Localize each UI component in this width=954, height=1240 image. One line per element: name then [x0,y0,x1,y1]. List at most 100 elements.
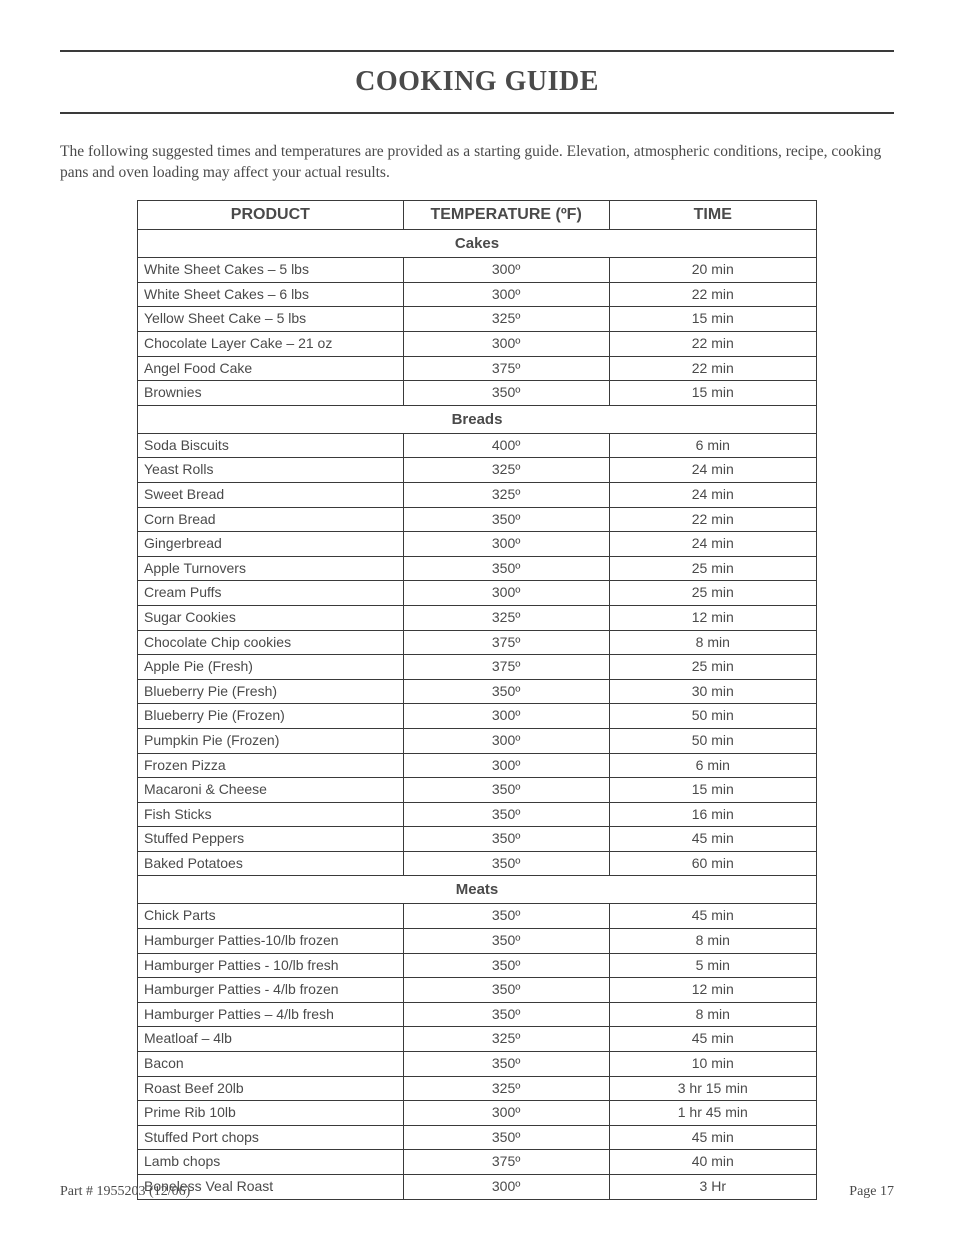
temperature-cell: 350º [403,381,609,406]
product-cell: Apple Pie (Fresh) [138,655,404,680]
time-cell: 20 min [609,258,816,283]
table-row: Bacon350º10 min [138,1052,817,1077]
table-row: Blueberry Pie (Fresh)350º30 min [138,679,817,704]
product-cell: Corn Bread [138,507,404,532]
time-cell: 45 min [609,1125,816,1150]
product-cell: Pumpkin Pie (Frozen) [138,728,404,753]
table-row: Sweet Bread325º24 min [138,482,817,507]
product-cell: Apple Turnovers [138,556,404,581]
col-header-temperature: TEMPERATURE (ºF) [403,200,609,229]
table-row: Roast Beef 20lb325º3 hr 15 min [138,1076,817,1101]
product-cell: Baked Potatoes [138,851,404,876]
table-row: Cream Puffs300º25 min [138,581,817,606]
time-cell: 12 min [609,605,816,630]
product-cell: Sugar Cookies [138,605,404,630]
section-header-row: Cakes [138,230,817,258]
temperature-cell: 350º [403,953,609,978]
table-row: Fish Sticks350º16 min [138,802,817,827]
page-footer: Part # 1955203 (12/06) Page 17 [60,1184,894,1200]
temperature-cell: 300º [403,581,609,606]
col-header-time: TIME [609,200,816,229]
table-row: Stuffed Port chops350º45 min [138,1125,817,1150]
product-cell: Cream Puffs [138,581,404,606]
product-cell: Sweet Bread [138,482,404,507]
time-cell: 22 min [609,356,816,381]
footer-part-number: Part # 1955203 (12/06) [60,1184,190,1200]
product-cell: Macaroni & Cheese [138,778,404,803]
table-row: Apple Pie (Fresh)375º25 min [138,655,817,680]
section-header: Cakes [138,230,817,258]
temperature-cell: 350º [403,679,609,704]
product-cell: Blueberry Pie (Frozen) [138,704,404,729]
product-cell: Hamburger Patties-10/lb frozen [138,929,404,954]
product-cell: Lamb chops [138,1150,404,1175]
time-cell: 10 min [609,1052,816,1077]
time-cell: 25 min [609,581,816,606]
time-cell: 22 min [609,507,816,532]
temperature-cell: 350º [403,851,609,876]
time-cell: 30 min [609,679,816,704]
product-cell: Stuffed Port chops [138,1125,404,1150]
table-row: Hamburger Patties - 4/lb frozen350º12 mi… [138,978,817,1003]
product-cell: Yeast Rolls [138,458,404,483]
product-cell: Hamburger Patties - 4/lb frozen [138,978,404,1003]
table-row: Lamb chops375º40 min [138,1150,817,1175]
temperature-cell: 300º [403,282,609,307]
product-cell: Frozen Pizza [138,753,404,778]
table-row: Brownies350º15 min [138,381,817,406]
product-cell: Prime Rib 10lb [138,1101,404,1126]
temperature-cell: 350º [403,778,609,803]
page-title: COOKING GUIDE [60,66,894,98]
table-header-row: PRODUCT TEMPERATURE (ºF) TIME [138,200,817,229]
product-cell: Blueberry Pie (Fresh) [138,679,404,704]
table-row: Prime Rib 10lb300º1 hr 45 min [138,1101,817,1126]
section-header: Meats [138,876,817,904]
table-row: Chick Parts350º45 min [138,904,817,929]
temperature-cell: 325º [403,1076,609,1101]
product-cell: Gingerbread [138,532,404,557]
product-cell: Bacon [138,1052,404,1077]
temperature-cell: 350º [403,1052,609,1077]
page: COOKING GUIDE The following suggested ti… [0,0,954,1240]
table-row: Corn Bread350º22 min [138,507,817,532]
product-cell: Fish Sticks [138,802,404,827]
product-cell: Meatloaf – 4lb [138,1027,404,1052]
product-cell: Chick Parts [138,904,404,929]
time-cell: 5 min [609,953,816,978]
cooking-table: PRODUCT TEMPERATURE (ºF) TIME CakesWhite… [137,200,817,1200]
time-cell: 40 min [609,1150,816,1175]
table-row: Sugar Cookies325º12 min [138,605,817,630]
product-cell: Brownies [138,381,404,406]
time-cell: 15 min [609,381,816,406]
product-cell: Chocolate Chip cookies [138,630,404,655]
table-row: Pumpkin Pie (Frozen)300º50 min [138,728,817,753]
temperature-cell: 375º [403,1150,609,1175]
time-cell: 50 min [609,704,816,729]
table-row: Angel Food Cake375º22 min [138,356,817,381]
table-row: Gingerbread300º24 min [138,532,817,557]
temperature-cell: 325º [403,482,609,507]
product-cell: Chocolate Layer Cake – 21 oz [138,332,404,357]
time-cell: 22 min [609,282,816,307]
time-cell: 8 min [609,630,816,655]
time-cell: 22 min [609,332,816,357]
product-cell: Yellow Sheet Cake – 5 lbs [138,307,404,332]
intro-text: The following suggested times and temper… [60,142,894,184]
time-cell: 45 min [609,1027,816,1052]
temperature-cell: 325º [403,1027,609,1052]
temperature-cell: 300º [403,728,609,753]
product-cell: Hamburger Patties – 4/lb fresh [138,1002,404,1027]
time-cell: 24 min [609,482,816,507]
temperature-cell: 375º [403,356,609,381]
table-row: Meatloaf – 4lb325º45 min [138,1027,817,1052]
temperature-cell: 400º [403,433,609,458]
time-cell: 16 min [609,802,816,827]
product-cell: Stuffed Peppers [138,827,404,852]
table-row: White Sheet Cakes – 6 lbs300º22 min [138,282,817,307]
table-row: White Sheet Cakes – 5 lbs300º20 min [138,258,817,283]
time-cell: 25 min [609,556,816,581]
temperature-cell: 300º [403,704,609,729]
temperature-cell: 350º [403,978,609,1003]
table-row: Stuffed Peppers350º45 min [138,827,817,852]
time-cell: 50 min [609,728,816,753]
